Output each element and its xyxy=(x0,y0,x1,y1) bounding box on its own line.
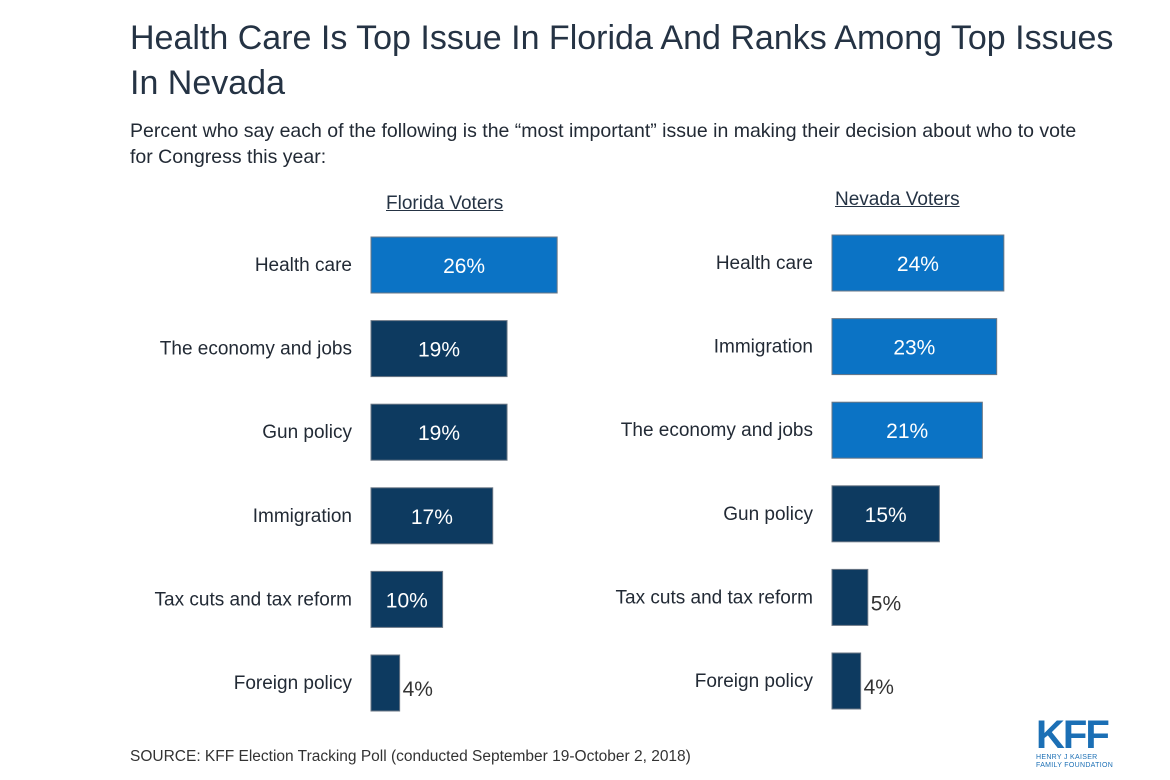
florida-category-label: Gun policy xyxy=(262,422,352,443)
florida-bar xyxy=(370,236,558,294)
florida-value-label: 10% xyxy=(386,589,428,612)
nevada-value-label: 5% xyxy=(871,592,901,615)
florida-value-label: 19% xyxy=(418,422,460,445)
florida-category-label: Foreign policy xyxy=(234,673,353,694)
nevada-value-label: 15% xyxy=(865,504,907,527)
nevada-bar xyxy=(831,568,869,626)
florida-bar xyxy=(370,570,444,628)
kff-logo-text: KFF xyxy=(1036,713,1110,757)
kff-logo-subtext-1: HENRY J KAISER xyxy=(1036,754,1098,761)
florida-bar xyxy=(370,403,508,461)
nevada-category-label: The economy and jobs xyxy=(621,420,813,441)
florida-value-label: 19% xyxy=(418,339,460,362)
nevada-category-label: Gun policy xyxy=(723,504,813,525)
nevada-bar xyxy=(831,485,940,543)
nevada-panel-heading: Nevada Voters xyxy=(835,189,960,210)
nevada-bar xyxy=(831,652,862,710)
florida-category-label: Tax cuts and tax reform xyxy=(155,589,352,610)
nevada-category-label: Health care xyxy=(716,253,813,274)
florida-bar xyxy=(370,487,494,545)
florida-category-label: Immigration xyxy=(253,506,352,527)
nevada-bar xyxy=(831,234,1005,292)
nevada-value-label: 24% xyxy=(897,253,939,276)
nevada-bar xyxy=(831,318,998,376)
nevada-value-label: 21% xyxy=(886,420,928,443)
nevada-category-label: Immigration xyxy=(714,337,813,358)
chart-subtitle: Percent who say each of the following is… xyxy=(130,120,1077,168)
chart-title: Health Care Is Top Issue In Florida And … xyxy=(130,19,1114,102)
florida-value-label: 17% xyxy=(411,506,453,529)
florida-value-label: 26% xyxy=(443,255,485,278)
florida-bar xyxy=(370,320,508,378)
florida-panel-heading: Florida Voters xyxy=(386,193,504,214)
nevada-value-label: 4% xyxy=(864,676,894,699)
nevada-value-label: 23% xyxy=(893,337,935,360)
nevada-category-label: Foreign policy xyxy=(695,671,814,692)
kff-logo: KFF HENRY J KAISER FAMILY FOUNDATION xyxy=(1036,713,1116,772)
nevada-category-label: Tax cuts and tax reform xyxy=(616,587,813,608)
kff-logo-subtext-2: FAMILY FOUNDATION xyxy=(1036,762,1114,769)
florida-category-label: Health care xyxy=(255,255,352,276)
nevada-bar xyxy=(831,401,983,459)
source-note: SOURCE: KFF Election Tracking Poll (cond… xyxy=(130,748,691,765)
florida-value-label: 4% xyxy=(403,678,433,701)
florida-category-label: The economy and jobs xyxy=(160,339,352,360)
florida-bar xyxy=(370,654,401,712)
